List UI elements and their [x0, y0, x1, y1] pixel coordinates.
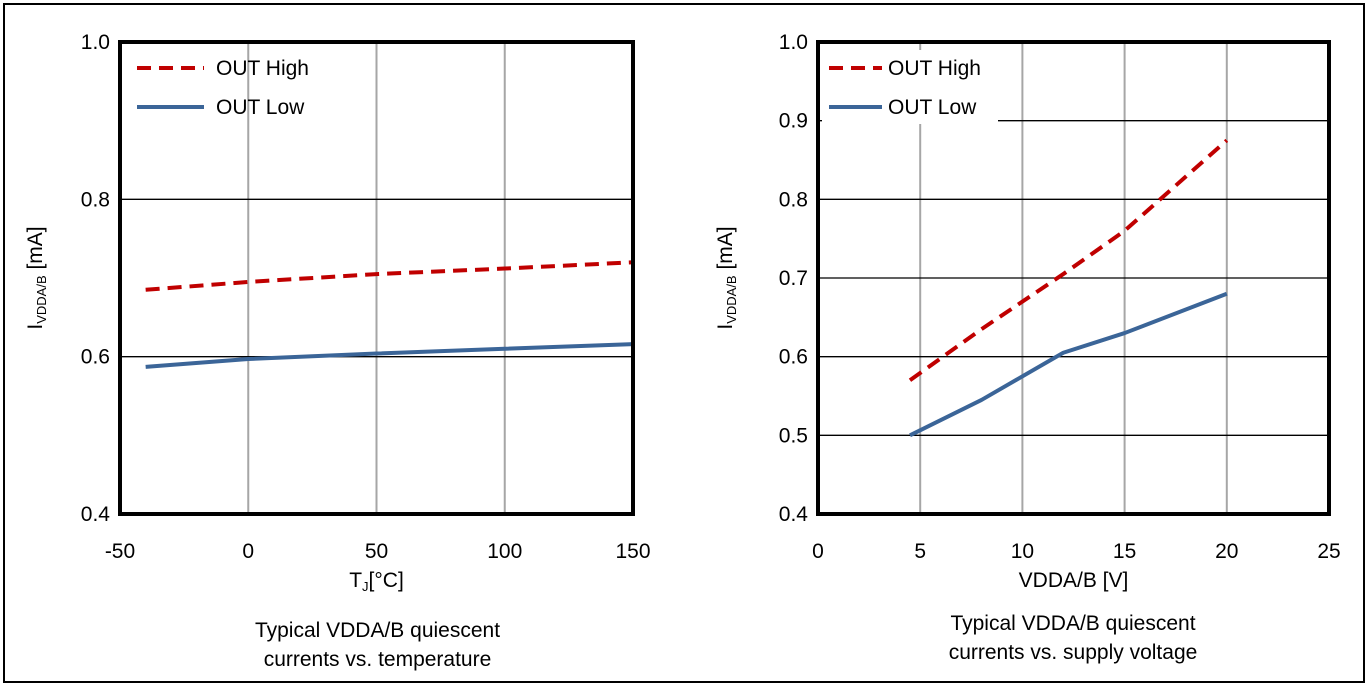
y-tick-label: 0.7	[779, 267, 808, 290]
caption-line: currents vs. supply voltage	[948, 641, 1198, 664]
chart-series	[145, 260, 634, 369]
x-tick-label: 10	[1011, 540, 1034, 563]
y-tick-label: 0.9	[779, 110, 808, 133]
chart-quiescent-vs-temperature: OUT High OUT Low -50 0 50 100 150 0.4 0.6 0.8 1.…	[24, 31, 651, 594]
x-tick-label: 15	[1113, 540, 1136, 563]
x-tick-label: 100	[487, 540, 522, 563]
y-tick-label: 0.6	[81, 346, 110, 369]
x-tick-label: 0	[242, 540, 254, 563]
chart-tick-labels: -50 0 50 100 150 0.4 0.6 0.8 1.0	[81, 31, 651, 563]
chart-grid	[120, 42, 633, 514]
x-tick-label: 150	[615, 540, 650, 563]
legend-background	[822, 50, 998, 124]
x-tick-label: 5	[914, 540, 926, 563]
y-tick-label: 1.0	[779, 31, 808, 54]
caption-right: Typical VDDA/B quiescent currents vs. su…	[818, 609, 1328, 667]
y-tick-label: 0.4	[81, 503, 111, 526]
y-tick-label: 0.8	[779, 188, 808, 211]
series-line-out-high	[145, 260, 634, 292]
chart-quiescent-vs-supply-voltage: OUT High OUT Low 0 5 10 15 20 250.40.50.60.70…	[714, 31, 1341, 592]
y-tick-label: 0.4	[779, 503, 809, 526]
x-tick-label: 0	[812, 540, 824, 563]
x-axis-label: VDDA/B [V]	[1019, 569, 1129, 592]
y-tick-label: 0.8	[81, 188, 110, 211]
y-tick-label: 0.5	[779, 424, 808, 447]
figure-frame	[3, 3, 1365, 683]
legend-label-out-high: OUT High	[216, 57, 309, 80]
y-tick-label: 1.0	[81, 31, 110, 54]
x-tick-label: 25	[1317, 540, 1340, 563]
chart-legend: OUT High OUT Low	[137, 57, 309, 119]
x-tick-label: 50	[365, 540, 388, 563]
plot-area-border	[816, 40, 1331, 516]
chart-grid	[818, 42, 1329, 514]
series-line-out-low	[909, 291, 1228, 438]
caption-line: currents vs. temperature	[263, 648, 492, 671]
plot-area-border	[118, 40, 635, 516]
x-tick-label: -50	[105, 540, 135, 563]
legend-label-out-low: OUT Low	[888, 96, 977, 119]
chart-tick-labels: 0 5 10 15 20 25 0.4 0.5 0.6 0.7 0.8 0.9 1.0	[779, 31, 1341, 563]
chart-legend: OUT High OUT Low	[822, 50, 998, 124]
legend-label-out-low: OUT Low	[216, 96, 305, 119]
y-axis-label: IVDDA/B [mA]	[24, 226, 49, 329]
caption-line: Typical VDDA/B quiescent	[950, 612, 1196, 635]
caption-left: Typical VDDA/B quiescent currents vs. te…	[120, 616, 635, 674]
caption-line: Typical VDDA/B quiescent	[254, 619, 501, 642]
x-axis-label: TJ[°C]	[349, 569, 404, 594]
series-line-out-high	[908, 138, 1229, 382]
y-tick-label: 0.6	[779, 346, 808, 369]
series-line-out-low	[145, 342, 634, 369]
chart-series	[908, 138, 1229, 438]
y-axis-label: IVDDA/B [mA]	[714, 226, 739, 329]
x-tick-label: 20	[1215, 540, 1238, 563]
legend-label-out-high: OUT High	[888, 57, 981, 80]
